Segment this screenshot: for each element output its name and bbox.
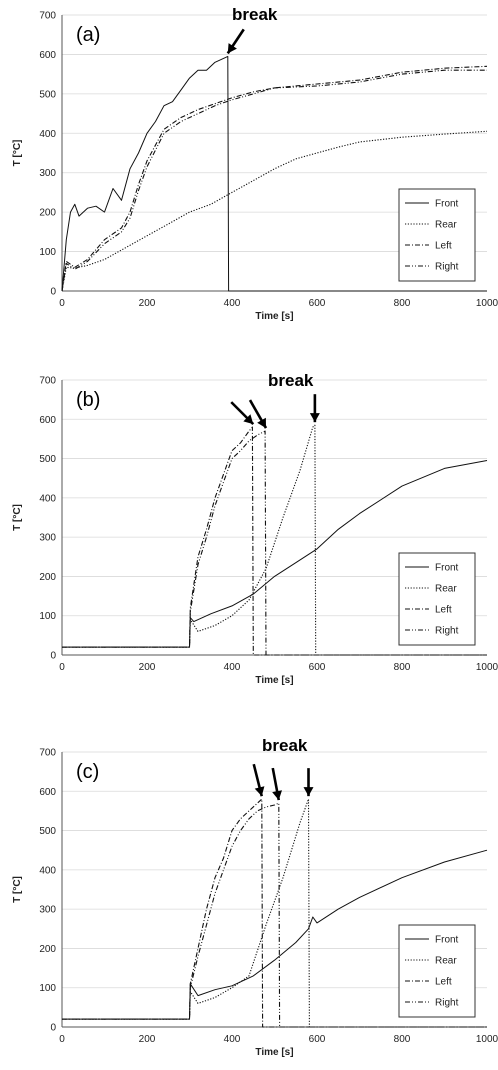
series-line-rear: [62, 798, 487, 1028]
series-line-left: [62, 798, 487, 1028]
x-tick-label-200: 200: [139, 662, 156, 673]
x-tick-label-1000: 1000: [476, 298, 498, 309]
series-line-right: [62, 802, 487, 1028]
chart-panel-b: 0 100 200 300 400 500 600 700 0 200 400 600 800 1000 T…: [12, 371, 498, 686]
y-tick-label-200: 200: [39, 944, 56, 955]
x-tick-label-200: 200: [139, 1034, 156, 1045]
x-axis-label: Time [s]: [255, 311, 293, 322]
legend: Front Rear Left Right: [398, 188, 476, 282]
chart-panel-a: 0 100 200 300 400 500 600 700 0 200 400 600 800 1000 T…: [12, 5, 498, 322]
series-line-front: [62, 460, 488, 648]
break-arrow-head: [227, 43, 237, 54]
legend-label-front: Front: [435, 935, 459, 946]
x-tick-label-200: 200: [139, 298, 156, 309]
y-axis-label: T [°C]: [12, 140, 23, 167]
y-tick-label-0: 0: [50, 287, 56, 298]
break-arrow-head: [272, 790, 283, 801]
chart-panel-c: 0 100 200 300 400 500 600 700 0 200 400 600 800 1000 T…: [12, 736, 498, 1058]
x-tick-label-800: 800: [394, 298, 411, 309]
y-tick-label-200: 200: [39, 208, 56, 219]
y-tick-label-200: 200: [39, 572, 56, 583]
x-tick-label-1000: 1000: [476, 662, 498, 673]
x-tick-label-600: 600: [309, 298, 326, 309]
break-arrow-head: [257, 417, 266, 429]
series-line-left: [61, 65, 488, 292]
legend-box: [398, 924, 476, 1018]
legend-label-front: Front: [435, 199, 459, 210]
y-axis-label: T [°C]: [12, 876, 23, 903]
panel-label: (c): [76, 761, 99, 783]
y-tick-label-300: 300: [39, 905, 56, 916]
break-arrow-head: [303, 787, 314, 797]
y-tick-label-100: 100: [39, 611, 56, 622]
break-arrow-head: [243, 414, 254, 425]
series-line-rear: [62, 424, 487, 656]
y-tick-label-400: 400: [39, 493, 56, 504]
y-axis-label: T [°C]: [12, 504, 23, 531]
x-tick-label-800: 800: [394, 1034, 411, 1045]
y-tick-label-400: 400: [39, 129, 56, 140]
series-line-left: [62, 426, 487, 656]
break-annotation: break: [232, 5, 278, 24]
x-tick-label-400: 400: [224, 298, 241, 309]
legend-box: [398, 188, 476, 282]
legend-label-left: Left: [435, 977, 452, 988]
x-tick-label-400: 400: [224, 662, 241, 673]
y-tick-label-600: 600: [39, 415, 56, 426]
y-tick-label-500: 500: [39, 89, 56, 100]
y-tick-label-500: 500: [39, 826, 56, 837]
x-tick-label-600: 600: [309, 1034, 326, 1045]
x-tick-label-600: 600: [309, 662, 326, 673]
y-tick-label-600: 600: [39, 787, 56, 798]
x-tick-label-400: 400: [224, 1034, 241, 1045]
x-tick-label-1000: 1000: [476, 1034, 498, 1045]
series-line-right: [61, 69, 487, 292]
y-tick-label-600: 600: [39, 50, 56, 61]
y-tick-label-100: 100: [39, 983, 56, 994]
y-tick-label-700: 700: [39, 376, 56, 387]
legend: Front Rear Left Right: [398, 552, 476, 646]
legend: Front Rear Left Right: [398, 924, 476, 1018]
series-line-front: [61, 55, 487, 292]
y-tick-label-0: 0: [50, 1023, 56, 1034]
y-tick-label-700: 700: [39, 11, 56, 22]
legend-label-left: Left: [435, 605, 452, 616]
y-tick-label-0: 0: [50, 651, 56, 662]
legend-label-left: Left: [435, 241, 452, 252]
x-tick-label-0: 0: [59, 298, 65, 309]
break-annotation: break: [262, 736, 308, 755]
break-arrow-head: [309, 413, 320, 423]
legend-label-right: Right: [435, 262, 459, 273]
series-line-front: [62, 849, 488, 1020]
x-axis-label: Time [s]: [255, 675, 293, 686]
y-tick-label-100: 100: [39, 247, 56, 258]
x-tick-label-0: 0: [59, 662, 65, 673]
y-tick-label-700: 700: [39, 748, 56, 759]
y-tick-label-400: 400: [39, 865, 56, 876]
legend-label-front: Front: [435, 563, 459, 574]
break-arrow-head: [254, 786, 265, 797]
legend-box: [398, 552, 476, 646]
legend-label-rear: Rear: [435, 220, 457, 231]
x-axis-label: Time [s]: [255, 1047, 293, 1058]
legend-label-right: Right: [435, 626, 459, 637]
series-line-right: [62, 430, 487, 656]
y-tick-label-300: 300: [39, 533, 56, 544]
panel-label: (a): [76, 24, 100, 46]
x-tick-label-0: 0: [59, 1034, 65, 1045]
legend-label-rear: Rear: [435, 956, 457, 967]
panel-label: (b): [76, 389, 100, 411]
legend-label-right: Right: [435, 998, 459, 1009]
legend-label-rear: Rear: [435, 584, 457, 595]
break-annotation: break: [268, 371, 314, 390]
y-tick-label-300: 300: [39, 168, 56, 179]
series-line-rear: [61, 130, 488, 292]
y-tick-label-500: 500: [39, 454, 56, 465]
x-tick-label-800: 800: [394, 662, 411, 673]
